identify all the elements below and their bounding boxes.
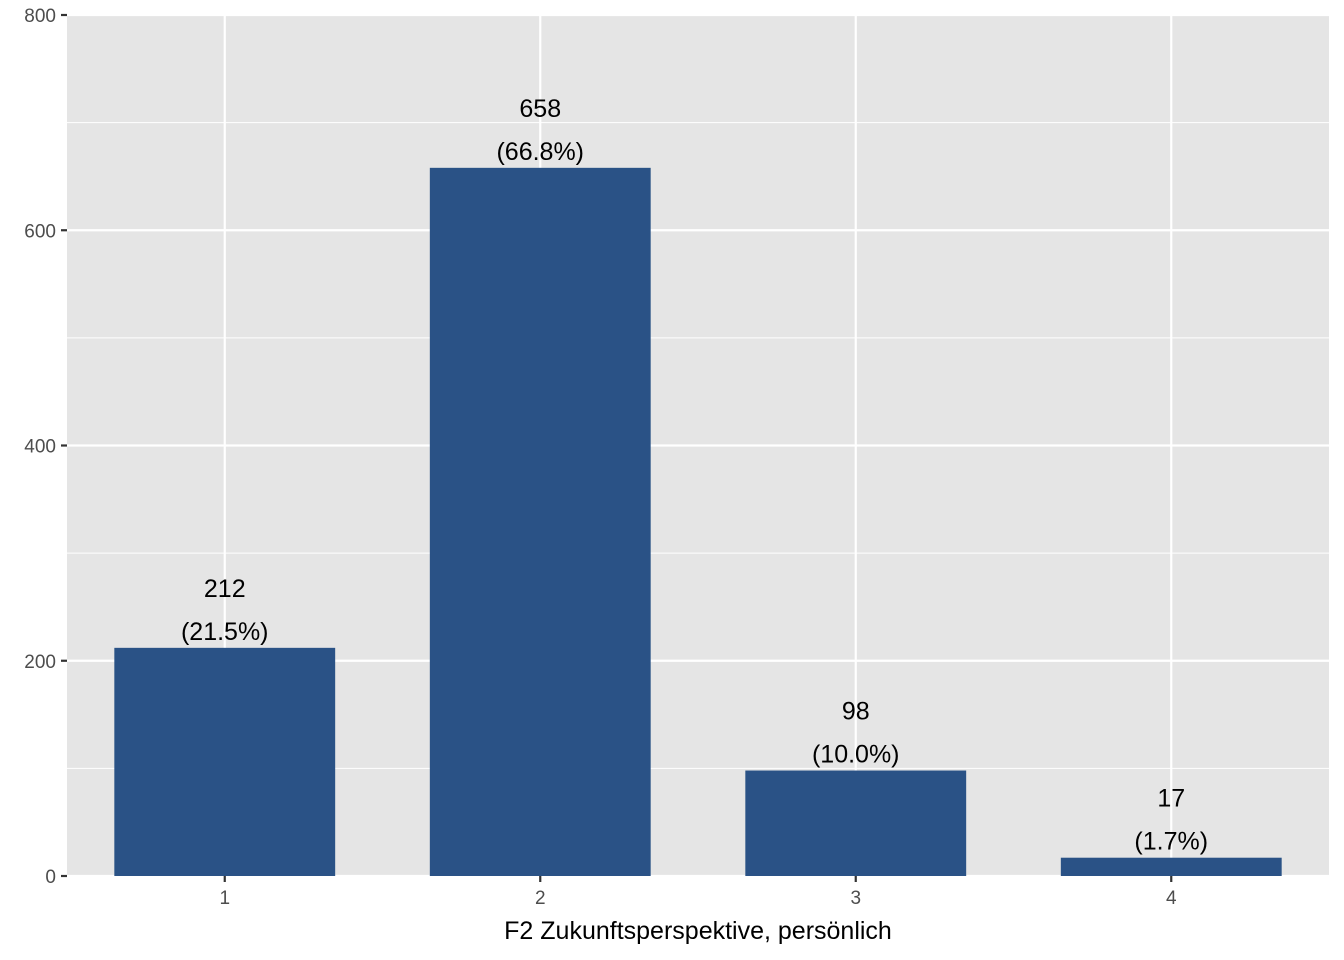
x-tick-label: 3 — [850, 888, 861, 909]
bars — [114, 167, 1282, 876]
data-label-count: 98 — [842, 698, 870, 726]
data-label-percent: (66.8%) — [496, 138, 584, 166]
data-labels: 212 (21.5%) 658 (66.8%) 98 (10.0%) 17 (1.7%) — [181, 95, 1208, 856]
y-tick-label: 600 — [24, 221, 56, 242]
y-tick-label: 400 — [24, 437, 56, 458]
bar-4 — [1060, 857, 1282, 876]
major-gridlines-y — [67, 13, 1329, 878]
y-axis: 0 200 400 600 800 — [24, 6, 67, 888]
data-label-count: 212 — [204, 575, 246, 603]
y-tick-label: 0 — [45, 867, 56, 888]
data-label-percent: (21.5%) — [181, 618, 269, 646]
y-tick-label: 200 — [24, 652, 56, 673]
x-axis-title: F2 Zukunftsperspektive, persönlich — [504, 917, 892, 945]
bar-3 — [745, 770, 967, 876]
data-label-count: 17 — [1157, 785, 1185, 813]
bar-1 — [114, 647, 336, 876]
x-axis: 1 2 3 4 — [219, 876, 1177, 909]
data-label-percent: (1.7%) — [1134, 828, 1208, 856]
x-tick-label: 4 — [1166, 888, 1177, 909]
x-tick-label: 1 — [219, 888, 230, 909]
bar-2 — [429, 167, 651, 876]
x-tick-label: 2 — [535, 888, 546, 909]
y-tick-label: 800 — [24, 6, 56, 27]
data-label-count: 658 — [519, 95, 561, 123]
data-label-percent: (10.0%) — [812, 741, 900, 769]
